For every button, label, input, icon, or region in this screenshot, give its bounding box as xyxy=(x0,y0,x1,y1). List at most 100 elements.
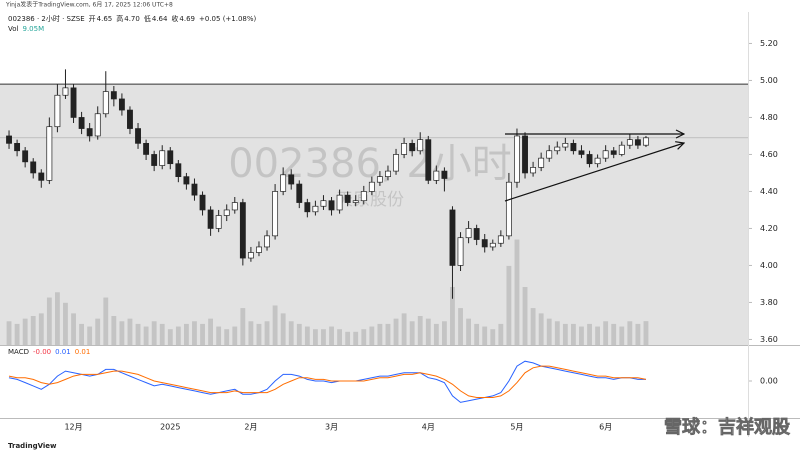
watermark-name: 天原股份 xyxy=(336,190,404,210)
candle-body xyxy=(489,242,496,248)
candle-body xyxy=(183,176,190,185)
volume-bar xyxy=(304,326,310,345)
volume-bar xyxy=(587,323,592,345)
candle-body xyxy=(425,139,432,181)
candle-body xyxy=(554,146,561,152)
candle-body xyxy=(481,239,488,248)
candle-body xyxy=(78,117,85,129)
zone xyxy=(0,84,748,346)
candle-body xyxy=(522,135,528,174)
volume-bar xyxy=(63,302,68,345)
y-tick-label: 4.20 xyxy=(760,224,778,233)
candle-body xyxy=(401,143,408,155)
volume-header: Vol 9.05M xyxy=(8,25,44,33)
volume-bar xyxy=(345,331,351,345)
candle-body xyxy=(546,150,553,159)
volume-bar xyxy=(562,323,568,345)
volume-bar xyxy=(458,308,463,345)
ohlc-header: 002386 · 2小时 · SZSE 开4.65 高4.70 低4.64 收4.69 +… xyxy=(8,14,257,23)
candle-body xyxy=(38,172,45,181)
volume-bar xyxy=(103,297,109,345)
trendline-lower xyxy=(504,143,684,202)
volume-bar xyxy=(264,321,270,345)
candle-body xyxy=(304,202,311,213)
volume-bar xyxy=(441,321,447,345)
volume-bar xyxy=(79,323,85,345)
candle-body xyxy=(376,176,383,183)
volume-bar xyxy=(385,323,391,345)
symbol: 002386 · 2小时 · SZSE xyxy=(8,14,85,23)
volume-bar xyxy=(312,329,318,345)
watermark: 002386, 2小时 xyxy=(228,141,512,187)
candle-body xyxy=(199,194,206,211)
candle-body xyxy=(22,150,29,163)
volume-bar xyxy=(143,326,149,345)
candle-body xyxy=(368,181,375,192)
candle-body xyxy=(497,235,504,244)
volume-bar xyxy=(192,321,197,345)
candle-body xyxy=(62,87,69,96)
candle-body xyxy=(54,94,61,128)
volume-bar xyxy=(466,318,472,345)
volume-bar xyxy=(22,318,28,345)
volume-bar xyxy=(603,321,609,345)
candle-body xyxy=(505,181,512,237)
candle-body xyxy=(643,137,649,146)
candle-body xyxy=(352,200,359,203)
volume-bar xyxy=(433,323,439,345)
candle-body xyxy=(191,183,198,196)
volume-bar xyxy=(6,321,12,345)
close-value: 4.69 xyxy=(179,15,195,23)
macd-label: MACD xyxy=(8,348,29,356)
candle-body xyxy=(578,150,585,155)
volume-bar xyxy=(409,321,415,345)
open-value: 4.65 xyxy=(97,15,113,23)
published: Yinja发表于TradingView.com, 6月 17, 2025 12:… xyxy=(5,1,173,9)
volume-bar xyxy=(54,292,60,345)
volume-bar xyxy=(329,326,334,345)
volume-bar xyxy=(570,323,576,345)
y-tick-label: 3.60 xyxy=(760,335,778,344)
volume-bar xyxy=(280,313,286,345)
y-tick-label: 5.00 xyxy=(760,76,778,85)
macd-macd-line xyxy=(8,360,646,403)
volume-bar xyxy=(619,326,625,345)
volume-bar xyxy=(95,318,101,345)
volume-bar xyxy=(119,321,125,345)
y-tick-label: 4.80 xyxy=(760,113,778,122)
volume-bar xyxy=(224,329,230,345)
brand: TradingView xyxy=(8,442,57,450)
volume-bar xyxy=(111,316,117,345)
volume-bar xyxy=(296,323,302,345)
candle-body xyxy=(207,209,214,229)
candle-body xyxy=(441,170,448,179)
candle-body xyxy=(449,209,456,266)
candle-body xyxy=(70,87,77,118)
candle-body xyxy=(264,235,270,248)
volume-bar xyxy=(498,323,504,345)
candle-body xyxy=(231,202,238,211)
volume-last: 9.05M xyxy=(22,25,44,33)
volume-bar xyxy=(554,321,560,345)
volume-bar xyxy=(30,316,36,345)
volume-bar xyxy=(38,313,44,345)
candle-body xyxy=(457,237,464,266)
candle-body xyxy=(46,126,53,181)
candle-body xyxy=(159,150,166,166)
volume-bar xyxy=(183,323,189,345)
volume-bar xyxy=(579,326,584,345)
volume-bar xyxy=(417,316,423,345)
candle-body xyxy=(328,200,335,211)
x-tick-label: 3月 xyxy=(325,423,338,432)
candle-body xyxy=(336,194,343,211)
volume-bar xyxy=(369,326,375,345)
volume-bar xyxy=(337,329,343,345)
volume-bar xyxy=(530,308,536,345)
candle-body xyxy=(102,91,109,115)
volume-bar xyxy=(46,297,52,345)
volume-bar xyxy=(474,323,480,345)
volume-bar xyxy=(490,329,496,345)
candle-body xyxy=(409,143,416,152)
y-tick-label: 4.00 xyxy=(760,261,778,270)
candle-body xyxy=(320,200,327,207)
